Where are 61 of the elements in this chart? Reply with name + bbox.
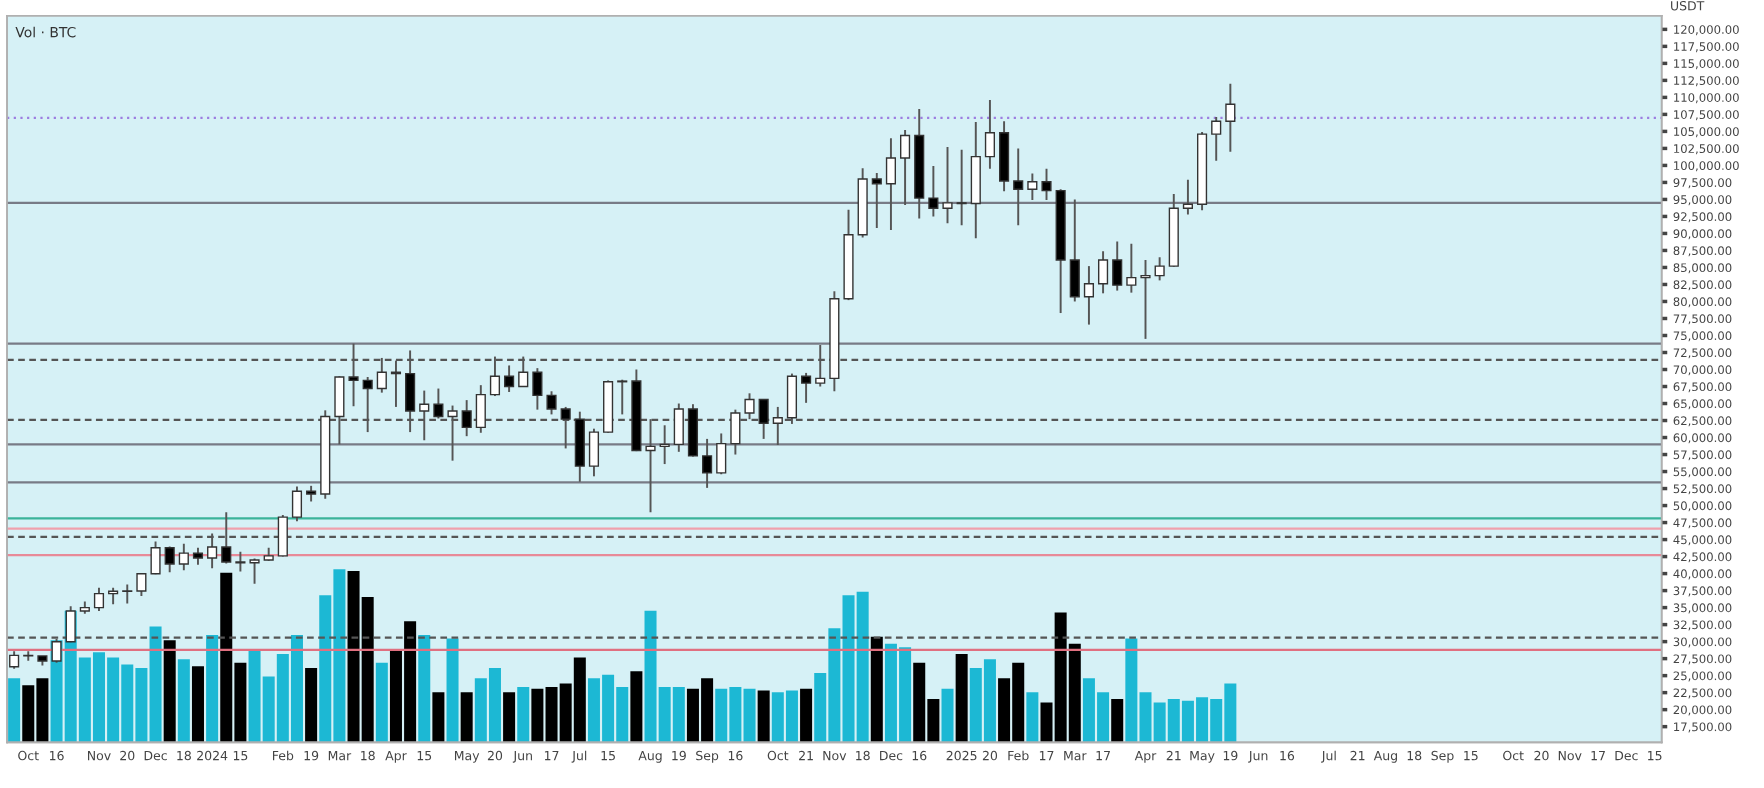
candlestick — [546, 390, 557, 416]
bar — [1111, 699, 1124, 743]
candlestick — [235, 550, 246, 573]
candlestick — [659, 424, 670, 466]
candlestick — [532, 367, 543, 411]
bar — [375, 662, 388, 743]
candlestick — [871, 171, 882, 229]
candlestick — [900, 129, 911, 206]
candlestick — [1013, 147, 1024, 227]
bar — [191, 666, 204, 743]
candlestick — [1083, 265, 1095, 326]
bar — [870, 636, 883, 743]
candlestick — [93, 586, 105, 612]
candlestick — [702, 437, 713, 489]
candlestick — [984, 99, 996, 170]
bar — [941, 688, 954, 743]
candlestick — [122, 583, 133, 605]
bar — [1026, 692, 1039, 743]
candlestick — [164, 545, 175, 574]
candlestick — [1097, 250, 1109, 295]
bar — [8, 678, 21, 743]
bar — [517, 686, 530, 743]
candlestick — [1225, 82, 1236, 153]
bar — [955, 654, 968, 743]
candlestick — [716, 432, 727, 476]
bar — [630, 671, 643, 743]
candlestick — [1154, 256, 1165, 282]
candlestick — [588, 427, 600, 478]
candlestick — [249, 557, 260, 585]
candlestick — [291, 485, 303, 523]
candlestick — [617, 378, 628, 416]
bar — [163, 640, 176, 743]
bar — [177, 659, 190, 743]
bar — [206, 635, 219, 743]
bar — [432, 692, 445, 743]
candlestick — [150, 540, 161, 576]
candlestick — [942, 146, 953, 225]
candlestick — [136, 572, 147, 598]
candlestick — [928, 165, 939, 218]
candlestick — [1041, 167, 1052, 202]
bar — [800, 688, 813, 743]
bar — [305, 667, 318, 743]
candlestick — [1126, 242, 1137, 294]
candlestick — [1211, 116, 1222, 162]
candlestick — [956, 148, 967, 227]
candlestick — [801, 371, 812, 404]
candlestick — [1069, 198, 1080, 303]
bar — [757, 690, 770, 743]
candlestick — [744, 392, 755, 421]
candlestick — [1027, 172, 1038, 202]
bar — [418, 635, 431, 743]
candlestick — [970, 120, 981, 240]
bar — [503, 692, 516, 743]
candlestick — [1112, 240, 1123, 292]
bar — [446, 638, 459, 743]
candlestick — [1140, 259, 1151, 340]
candlestick — [178, 542, 189, 572]
candlestick — [1182, 178, 1194, 216]
candlestick — [885, 137, 897, 232]
bar — [460, 692, 473, 743]
candlestick — [504, 364, 515, 393]
